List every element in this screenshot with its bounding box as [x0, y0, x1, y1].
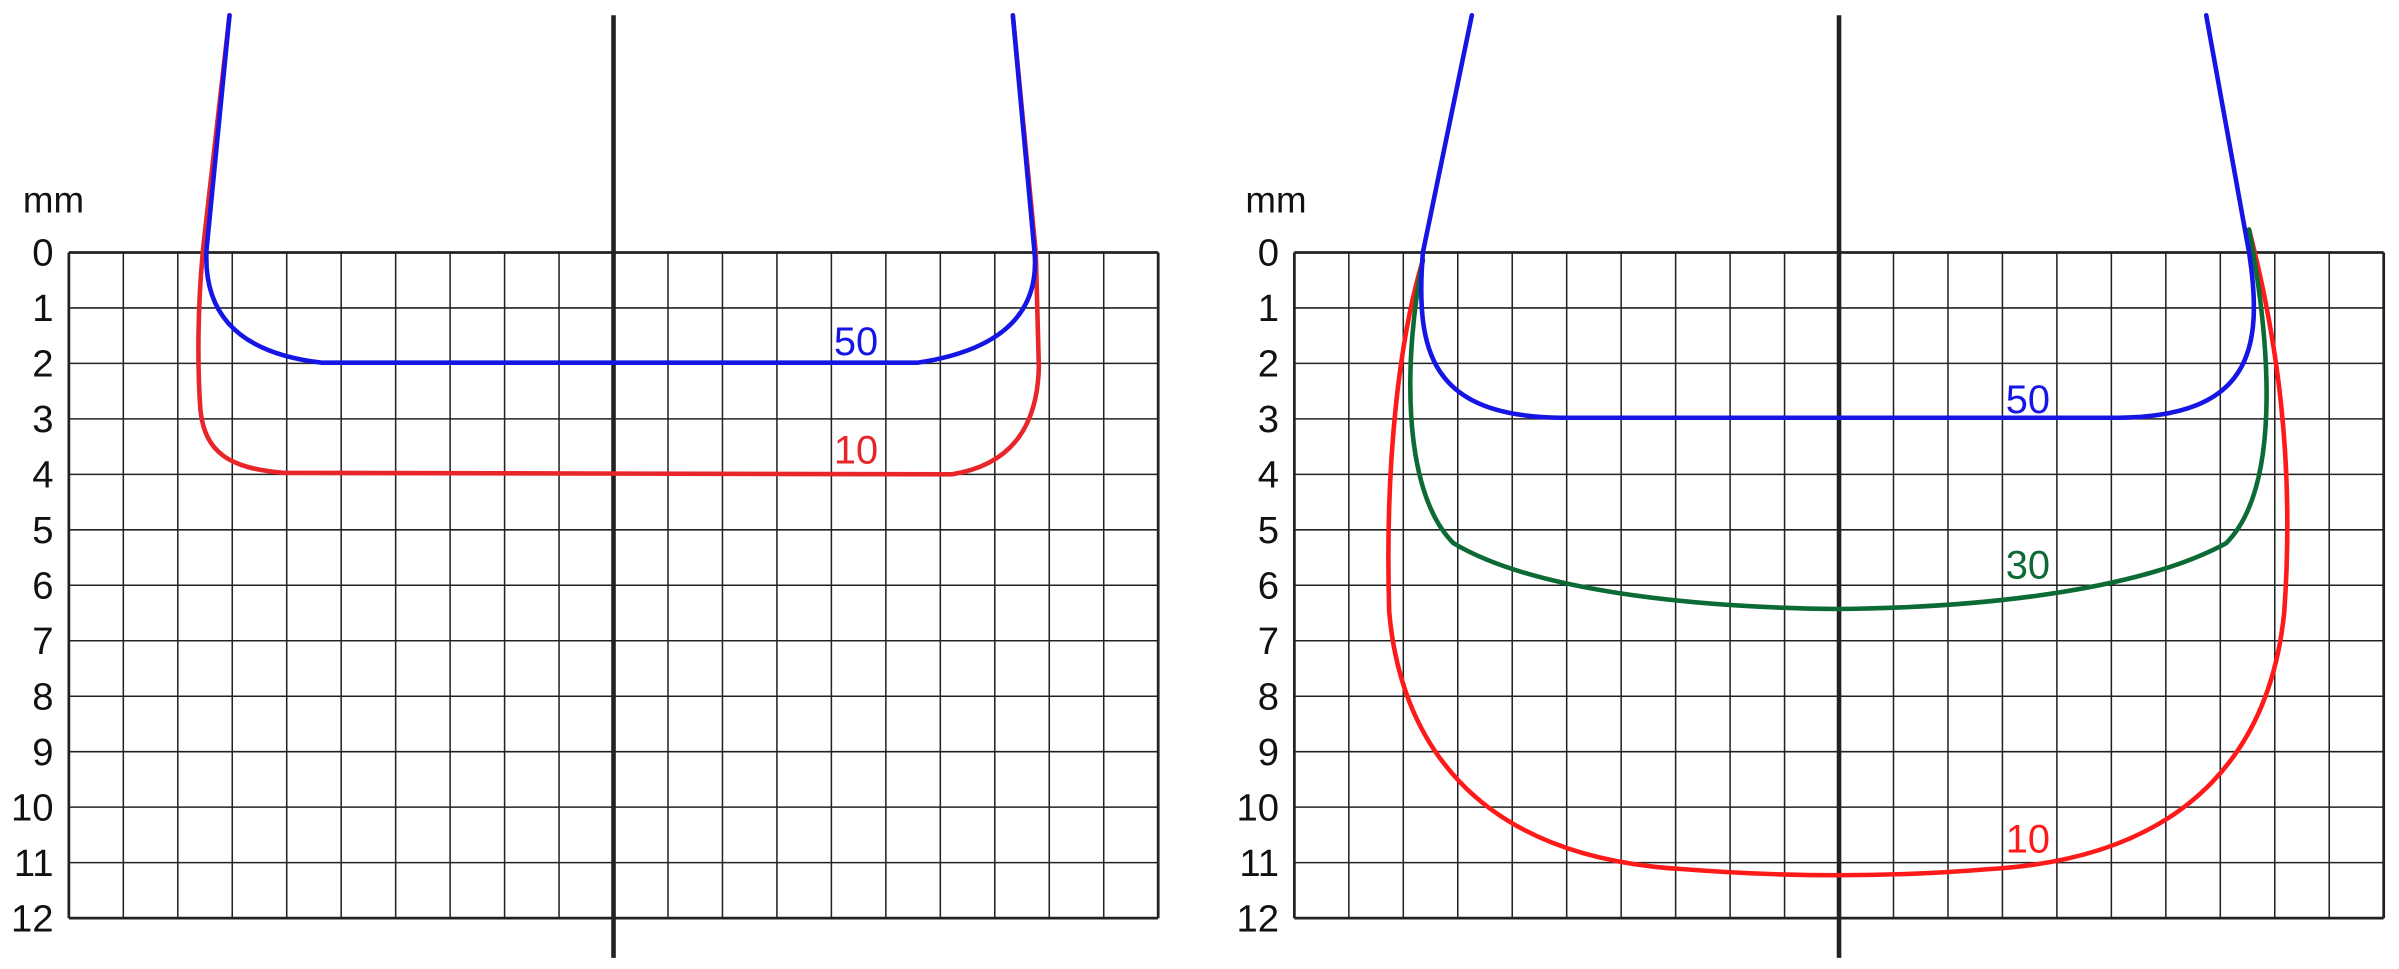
depth-tick-label: 5: [1258, 509, 1279, 552]
curve: [1419, 13, 2257, 421]
curve: [196, 13, 1042, 477]
unit-label: mm: [1245, 180, 1306, 221]
curve-label: 10: [834, 429, 878, 473]
curve-label: 10: [2006, 817, 2050, 861]
depth-tick-label: 9: [32, 731, 53, 774]
depth-tick-label: 2: [1258, 343, 1279, 386]
depth-tick-label: 6: [32, 564, 53, 607]
curve-label: 30: [2006, 543, 2050, 587]
grid: [1292, 15, 2386, 958]
unit-label: mm: [23, 180, 84, 221]
depth-tick-label: 9: [1258, 731, 1279, 774]
depth-tick-label: 6: [1258, 564, 1279, 607]
depth-tick-label: 7: [32, 620, 53, 663]
curve-label: 50: [834, 320, 878, 364]
depth-tick-label: 3: [1258, 398, 1279, 441]
depth-tick-label: 7: [1258, 620, 1279, 663]
depth-tick-label: 12: [1237, 897, 1280, 940]
depth-tick-label: 1: [1258, 287, 1279, 330]
depth-tick-label: 10: [1237, 786, 1280, 829]
depth-tick-label: 1: [32, 287, 53, 330]
grid: [67, 15, 1160, 958]
depth-tick-label: 5: [32, 509, 53, 552]
curve: [1386, 227, 2290, 878]
curve: [1408, 227, 2269, 612]
depth-tick-label: 11: [1239, 842, 1279, 885]
depth-tick-label: 12: [11, 897, 54, 940]
depth-tick-label: 10: [11, 786, 54, 829]
curve: [204, 13, 1038, 365]
depth-tick-label: 4: [32, 454, 53, 497]
depth-tick-label: 0: [32, 232, 53, 275]
depth-tick-label: 11: [14, 842, 54, 885]
curve-label: 50: [2006, 378, 2050, 422]
depth-tick-label: 0: [1258, 232, 1279, 275]
depth-tick-label: 2: [32, 343, 53, 386]
depth-tick-label: 8: [32, 675, 53, 718]
depth-tick-label: 4: [1258, 454, 1279, 497]
depth-tick-label: 3: [32, 398, 53, 441]
depth-tick-label: 8: [1258, 675, 1279, 718]
